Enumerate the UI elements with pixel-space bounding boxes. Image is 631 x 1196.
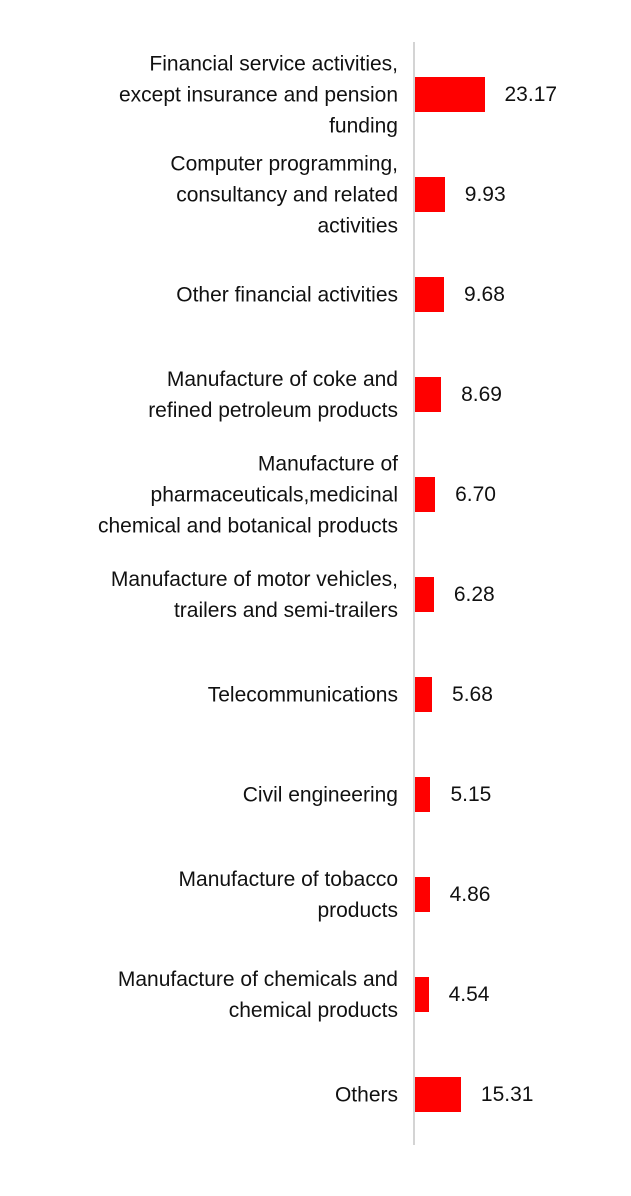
category-label: Manufacture of motor vehicles, trailers …	[110, 568, 398, 622]
bar-row: Manufacture of pharmaceuticals,medicinal…	[0, 445, 631, 545]
bar	[415, 777, 431, 812]
bar-row: Manufacture of motor vehicles, trailers …	[0, 545, 631, 645]
value-label: 6.70	[455, 483, 496, 506]
bar-row: Civil engineering 5.15	[0, 745, 631, 845]
bar	[415, 77, 485, 112]
bar	[415, 277, 445, 312]
category-label: Other financial activities	[176, 283, 398, 307]
bar	[415, 677, 433, 712]
value-label: 4.86	[449, 883, 491, 906]
category-label: Manufacture of tobacco products	[178, 868, 398, 922]
bar-row: Telecommunications 5.68	[0, 645, 631, 745]
value-label: 8.69	[461, 383, 502, 406]
bar-row: Other financial activities 9.68	[0, 245, 631, 345]
value-label: 23.17	[504, 83, 558, 106]
bar-row: Manufacture of tobacco products 4.86	[0, 845, 631, 945]
category-label: Telecommunications	[207, 683, 398, 707]
category-label: Manufacture of chemicals and chemical pr…	[117, 968, 398, 1022]
category-label: Manufacture of pharmaceuticals,medicinal…	[97, 452, 398, 538]
value-label: 9.93	[464, 183, 506, 206]
value-label: 5.68	[452, 683, 493, 706]
category-label: Financial service activities, except ins…	[118, 52, 398, 138]
value-label: 6.28	[453, 583, 495, 606]
bar-row: Financial service activities, except ins…	[0, 45, 631, 145]
bar	[415, 177, 445, 212]
bar-row: Manufacture of coke and refined petroleu…	[0, 345, 631, 445]
category-label: Manufacture of coke and refined petroleu…	[148, 368, 398, 422]
bar	[415, 977, 429, 1012]
bar-row: Manufacture of chemicals and chemical pr…	[0, 945, 631, 1045]
bar	[415, 377, 442, 412]
category-axis-line	[413, 42, 415, 1145]
value-label: 9.68	[464, 283, 505, 306]
category-label: Computer programming, consultancy and re…	[170, 152, 398, 238]
bar-row: Others 15.31	[0, 1045, 631, 1145]
bar-row: Computer programming, consultancy and re…	[0, 145, 631, 245]
value-label: 4.54	[448, 983, 490, 1006]
value-label: 15.31	[480, 1083, 534, 1106]
bar	[415, 477, 436, 512]
category-label: Civil engineering	[242, 783, 398, 807]
bar	[415, 577, 434, 612]
value-label: 5.15	[450, 783, 492, 806]
bar	[415, 1077, 461, 1112]
bar	[415, 877, 430, 912]
category-label: Others	[334, 1083, 398, 1107]
